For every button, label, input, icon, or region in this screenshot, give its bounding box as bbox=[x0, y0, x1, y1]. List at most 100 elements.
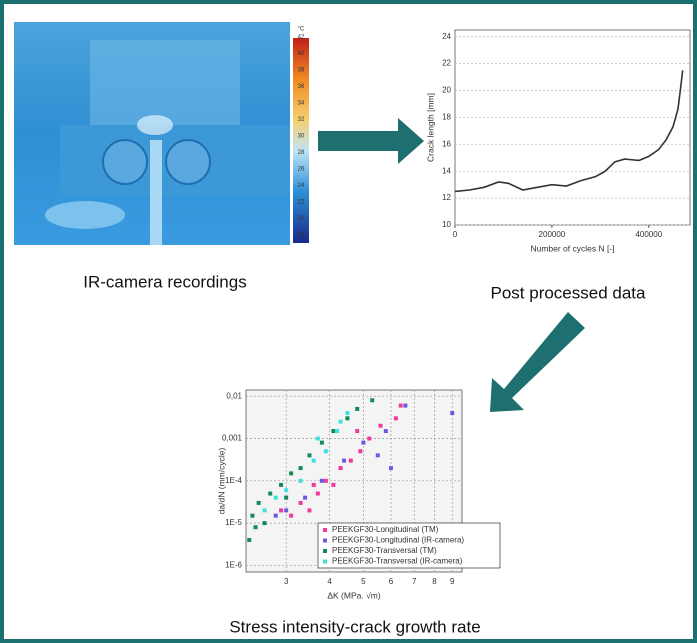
data-point bbox=[367, 436, 371, 440]
data-point bbox=[331, 429, 335, 433]
data-point bbox=[289, 514, 293, 518]
data-point bbox=[274, 496, 278, 500]
x-tick-label: 4 bbox=[327, 577, 332, 586]
data-point bbox=[274, 514, 278, 518]
y-axis-label: Crack length [mm] bbox=[425, 93, 435, 162]
x-tick-label: 7 bbox=[412, 577, 417, 586]
arrow bbox=[490, 312, 585, 412]
ir-image: °C bbox=[14, 22, 309, 245]
y-tick-label: 24 bbox=[442, 32, 451, 41]
y-tick-label: 0,001 bbox=[222, 434, 243, 443]
data-point bbox=[289, 471, 293, 475]
data-point bbox=[307, 508, 311, 512]
colorbar-tick-label: 26 bbox=[298, 167, 305, 173]
data-point bbox=[324, 479, 328, 483]
data-point bbox=[355, 407, 359, 411]
legend-swatch bbox=[323, 539, 327, 543]
colorbar-tick-label: 20 bbox=[298, 216, 305, 222]
data-point bbox=[303, 496, 307, 500]
y-tick-label: 18 bbox=[442, 113, 451, 122]
data-point bbox=[320, 479, 324, 483]
data-point bbox=[403, 404, 407, 408]
y-tick-label: 10 bbox=[442, 220, 451, 229]
colorbar-tick-label: 22 bbox=[298, 200, 305, 206]
legend-label: PEEKGF30-Longitudinal (TM) bbox=[332, 525, 439, 534]
colorbar-tick-label: 38 bbox=[298, 68, 305, 74]
x-tick-label: 8 bbox=[432, 577, 437, 586]
caption: Post processed data bbox=[491, 283, 647, 302]
data-point bbox=[370, 398, 374, 402]
legend-swatch bbox=[323, 560, 327, 564]
colorbar-tick-label: 32 bbox=[298, 117, 305, 123]
legend-swatch bbox=[323, 549, 327, 553]
data-point bbox=[339, 466, 343, 470]
data-point bbox=[349, 459, 353, 463]
data-point bbox=[342, 459, 346, 463]
data-point bbox=[355, 429, 359, 433]
data-point bbox=[254, 525, 258, 529]
colorbar-tick-label: 18 bbox=[298, 233, 305, 239]
y-tick-label: 1E-5 bbox=[225, 518, 242, 527]
x-tick-label: 3 bbox=[284, 577, 289, 586]
x-axis-label: ΔK (MPa. √m) bbox=[327, 590, 380, 600]
caption: IR-camera recordings bbox=[83, 272, 246, 291]
data-point bbox=[345, 411, 349, 415]
colorbar-tick-label: 34 bbox=[298, 101, 305, 107]
data-point bbox=[263, 508, 267, 512]
y-tick-label: 12 bbox=[442, 193, 451, 202]
data-point bbox=[384, 429, 388, 433]
y-tick-label: 22 bbox=[442, 59, 451, 68]
colorbar-tick-label: 40 bbox=[298, 51, 305, 57]
x-tick-label: 200000 bbox=[539, 230, 566, 239]
data-point bbox=[399, 404, 403, 408]
legend-label: PEEKGF30-Transversal (IR-camera) bbox=[332, 557, 463, 566]
data-point bbox=[450, 411, 454, 415]
legend-swatch bbox=[323, 528, 327, 532]
y-tick-label: 16 bbox=[442, 139, 451, 148]
arrow bbox=[318, 118, 424, 164]
data-point bbox=[320, 441, 324, 445]
data-point bbox=[247, 538, 251, 542]
y-tick-label: 14 bbox=[442, 166, 451, 175]
data-point bbox=[299, 466, 303, 470]
data-point bbox=[307, 453, 311, 457]
x-tick-label: 5 bbox=[361, 577, 366, 586]
colorbar-unit: °C bbox=[298, 27, 305, 33]
data-point bbox=[389, 466, 393, 470]
data-point bbox=[299, 479, 303, 483]
y-axis-label: da/dN (mm/cycle) bbox=[216, 448, 226, 515]
data-point bbox=[250, 514, 254, 518]
data-point bbox=[394, 416, 398, 420]
data-point bbox=[268, 492, 272, 496]
x-tick-label: 0 bbox=[453, 230, 458, 239]
data-point bbox=[284, 496, 288, 500]
data-point bbox=[379, 424, 383, 428]
data-point bbox=[257, 501, 261, 505]
data-point bbox=[316, 492, 320, 496]
colorbar-tick-label: 42 bbox=[298, 35, 305, 41]
colorbar-tick-label: 28 bbox=[298, 150, 305, 156]
data-point bbox=[339, 420, 343, 424]
legend-label: PEEKGF30-Longitudinal (IR-camera) bbox=[332, 536, 464, 545]
diagram: °C IR-camera recordings Post processed d… bbox=[0, 0, 697, 643]
data-point bbox=[284, 488, 288, 492]
colorbar-tick-label: 36 bbox=[298, 84, 305, 90]
x-tick-label: 400000 bbox=[635, 230, 662, 239]
colorbar-tick-label: 30 bbox=[298, 134, 305, 140]
data-point bbox=[279, 508, 283, 512]
data-point bbox=[358, 449, 362, 453]
colorbar-tick-label: 24 bbox=[298, 183, 305, 189]
data-point bbox=[324, 449, 328, 453]
data-point bbox=[331, 483, 335, 487]
data-point bbox=[299, 501, 303, 505]
plot-area bbox=[455, 30, 690, 225]
y-tick-label: 1E-4 bbox=[225, 476, 242, 485]
x-axis-label: Number of cycles N [-] bbox=[530, 243, 614, 253]
data-point bbox=[335, 429, 339, 433]
data-point bbox=[284, 508, 288, 512]
x-tick-label: 9 bbox=[450, 577, 455, 586]
caption: Stress intensity-crack growth rate bbox=[229, 617, 480, 636]
data-point bbox=[279, 483, 283, 487]
data-point bbox=[345, 416, 349, 420]
y-tick-label: 0,01 bbox=[226, 391, 242, 400]
